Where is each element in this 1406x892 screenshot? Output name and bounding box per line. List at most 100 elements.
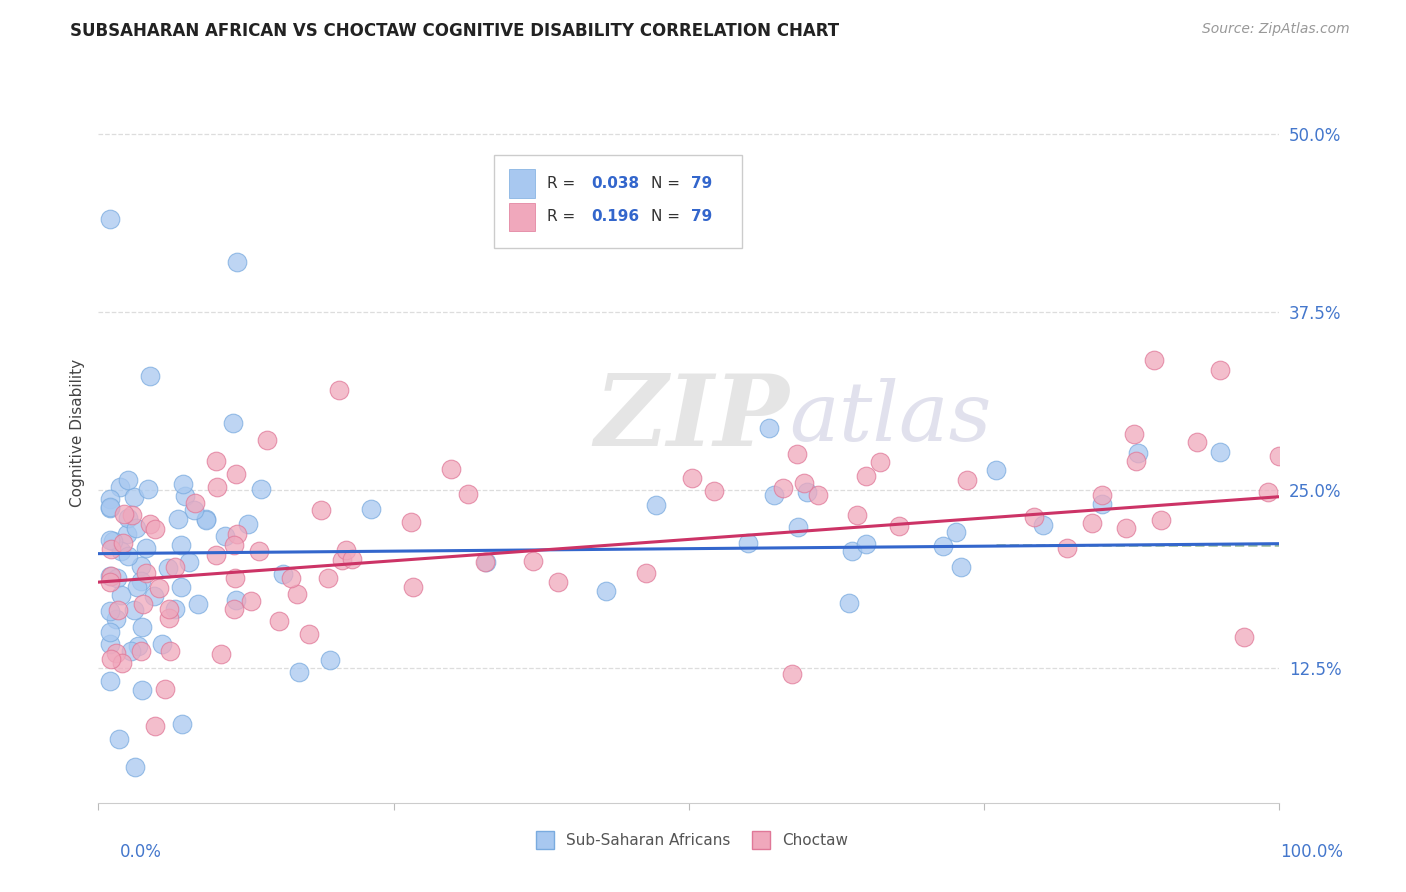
Point (129, 559, 152, 574)
Point (167, 512, 190, 526)
Point (107, 731, 129, 746)
Point (256, 433, 278, 447)
Point (855, 537, 877, 551)
Text: atlas: atlas (789, 378, 991, 458)
Point (127, 580, 149, 594)
Point (174, 489, 197, 503)
Point (1209, 363, 1232, 377)
Point (780, 666, 803, 681)
Point (1115, 521, 1137, 535)
Text: 79: 79 (692, 210, 713, 224)
Point (214, 529, 236, 543)
Point (98, 637, 121, 651)
Text: 0.038: 0.038 (591, 176, 640, 191)
Point (224, 538, 246, 552)
Point (157, 610, 180, 624)
Point (183, 502, 205, 516)
Point (1122, 426, 1144, 441)
Point (1143, 352, 1166, 367)
Point (121, 508, 143, 522)
Point (98, 212, 121, 227)
Point (153, 681, 176, 696)
Point (139, 516, 162, 531)
Point (204, 549, 226, 563)
Point (135, 541, 157, 556)
Point (932, 540, 955, 554)
Point (100, 569, 122, 583)
Point (845, 508, 868, 523)
Point (170, 717, 193, 731)
Point (104, 646, 127, 660)
Point (841, 543, 863, 558)
Point (1209, 445, 1232, 459)
Text: 0.0%: 0.0% (120, 843, 162, 861)
Point (440, 461, 463, 475)
Point (107, 603, 129, 617)
Point (792, 476, 814, 491)
Point (737, 536, 759, 550)
Point (1091, 497, 1114, 511)
Point (124, 490, 146, 504)
Point (869, 455, 891, 469)
Point (127, 639, 149, 653)
Point (758, 420, 780, 434)
Point (98, 604, 121, 618)
Point (112, 508, 135, 522)
Point (135, 566, 157, 580)
Point (332, 553, 354, 567)
Point (1185, 434, 1208, 449)
Point (399, 515, 422, 529)
Point (136, 482, 159, 496)
Point (98, 568, 121, 582)
Point (703, 484, 725, 499)
Point (984, 463, 1007, 477)
Point (807, 487, 830, 501)
Point (474, 555, 496, 569)
Point (250, 483, 273, 497)
Point (855, 468, 877, 483)
Point (159, 644, 181, 658)
Point (1056, 541, 1078, 555)
Point (1032, 517, 1054, 532)
Point (945, 524, 967, 539)
Point (1081, 516, 1104, 531)
Point (110, 544, 132, 558)
Point (98, 674, 121, 689)
Point (117, 510, 139, 524)
Point (124, 760, 146, 774)
Point (335, 543, 357, 558)
Point (634, 566, 657, 580)
Point (522, 554, 544, 568)
Point (762, 488, 785, 502)
Point (1125, 453, 1147, 467)
Point (645, 498, 668, 512)
Text: Source: ZipAtlas.com: Source: ZipAtlas.com (1202, 22, 1350, 37)
Point (956, 473, 979, 487)
Point (110, 588, 132, 602)
Text: R =: R = (547, 210, 581, 224)
Point (402, 580, 425, 594)
Point (1257, 485, 1279, 500)
Point (222, 602, 245, 616)
Point (1233, 630, 1256, 644)
Point (122, 603, 145, 617)
Point (340, 552, 363, 566)
Point (187, 597, 209, 611)
Point (194, 512, 217, 526)
Point (129, 644, 152, 658)
Point (222, 416, 245, 430)
Point (787, 520, 810, 534)
Point (889, 519, 911, 533)
Point (457, 486, 479, 500)
Point (98, 575, 121, 590)
Point (143, 719, 166, 733)
Point (226, 254, 249, 268)
Text: R =: R = (547, 176, 581, 191)
Point (309, 502, 332, 516)
Text: 79: 79 (692, 176, 713, 191)
Point (298, 627, 321, 641)
Point (170, 537, 193, 551)
Point (131, 619, 153, 633)
Text: 0.196: 0.196 (591, 210, 640, 224)
Legend: Sub-Saharan Africans, Choctaw: Sub-Saharan Africans, Choctaw (523, 827, 855, 855)
